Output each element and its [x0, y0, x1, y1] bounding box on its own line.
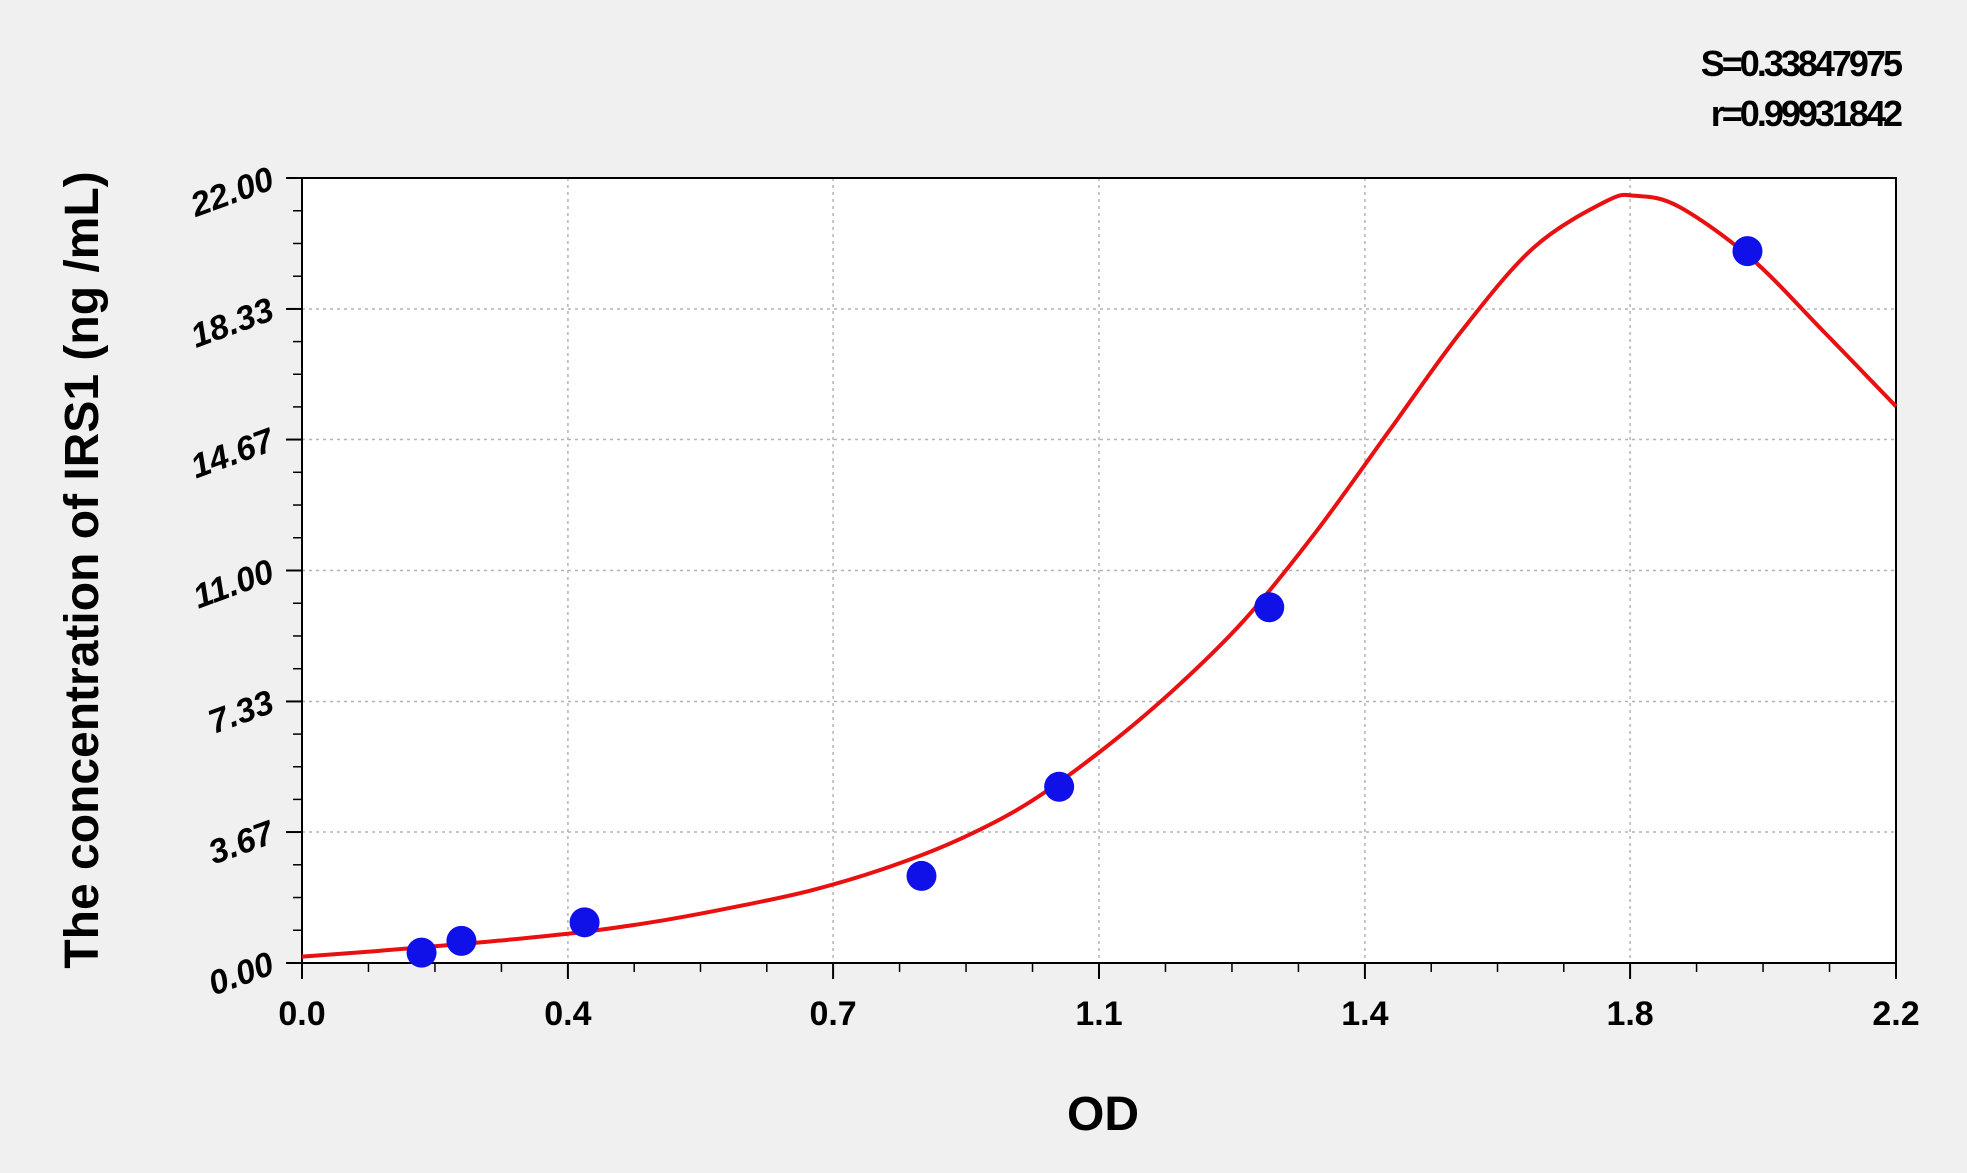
x-tick-label: 1.8: [1606, 995, 1653, 1033]
data-point: [406, 937, 437, 968]
data-point: [446, 925, 477, 956]
y-tick-label: 14.67: [186, 421, 281, 487]
y-axis-title: The concentration of IRS1 (ng /mL): [56, 171, 109, 968]
y-tick-label: 18.33: [186, 291, 279, 356]
data-point: [906, 860, 937, 891]
x-tick-label: 0.7: [809, 995, 856, 1033]
x-tick-label: 0.0: [278, 995, 325, 1033]
y-tick-label: 0.00: [204, 945, 279, 1003]
data-point: [1044, 771, 1075, 802]
x-tick-label: 1.4: [1341, 995, 1388, 1033]
y-tick-label: 7.33: [204, 683, 279, 741]
x-axis-title: OD: [1067, 1088, 1139, 1141]
axis-ticks: [286, 177, 1897, 979]
x-tick-label: 2.2: [1872, 995, 1919, 1033]
stat-r: r=0.99931842: [1711, 93, 1902, 134]
x-tick-label: 1.1: [1075, 995, 1122, 1033]
grid: [302, 178, 1896, 963]
y-tick-label: 11.00: [188, 552, 279, 616]
data-point: [1254, 592, 1285, 623]
x-tick-label: 0.4: [544, 995, 591, 1033]
data-point-layer: [406, 236, 1763, 968]
y-tick-label: 22.00: [185, 160, 279, 225]
stat-s: S=0.33847975: [1701, 43, 1903, 84]
y-tick-label: 3.67: [204, 813, 281, 872]
data-point: [1732, 236, 1763, 267]
data-point: [569, 907, 600, 938]
